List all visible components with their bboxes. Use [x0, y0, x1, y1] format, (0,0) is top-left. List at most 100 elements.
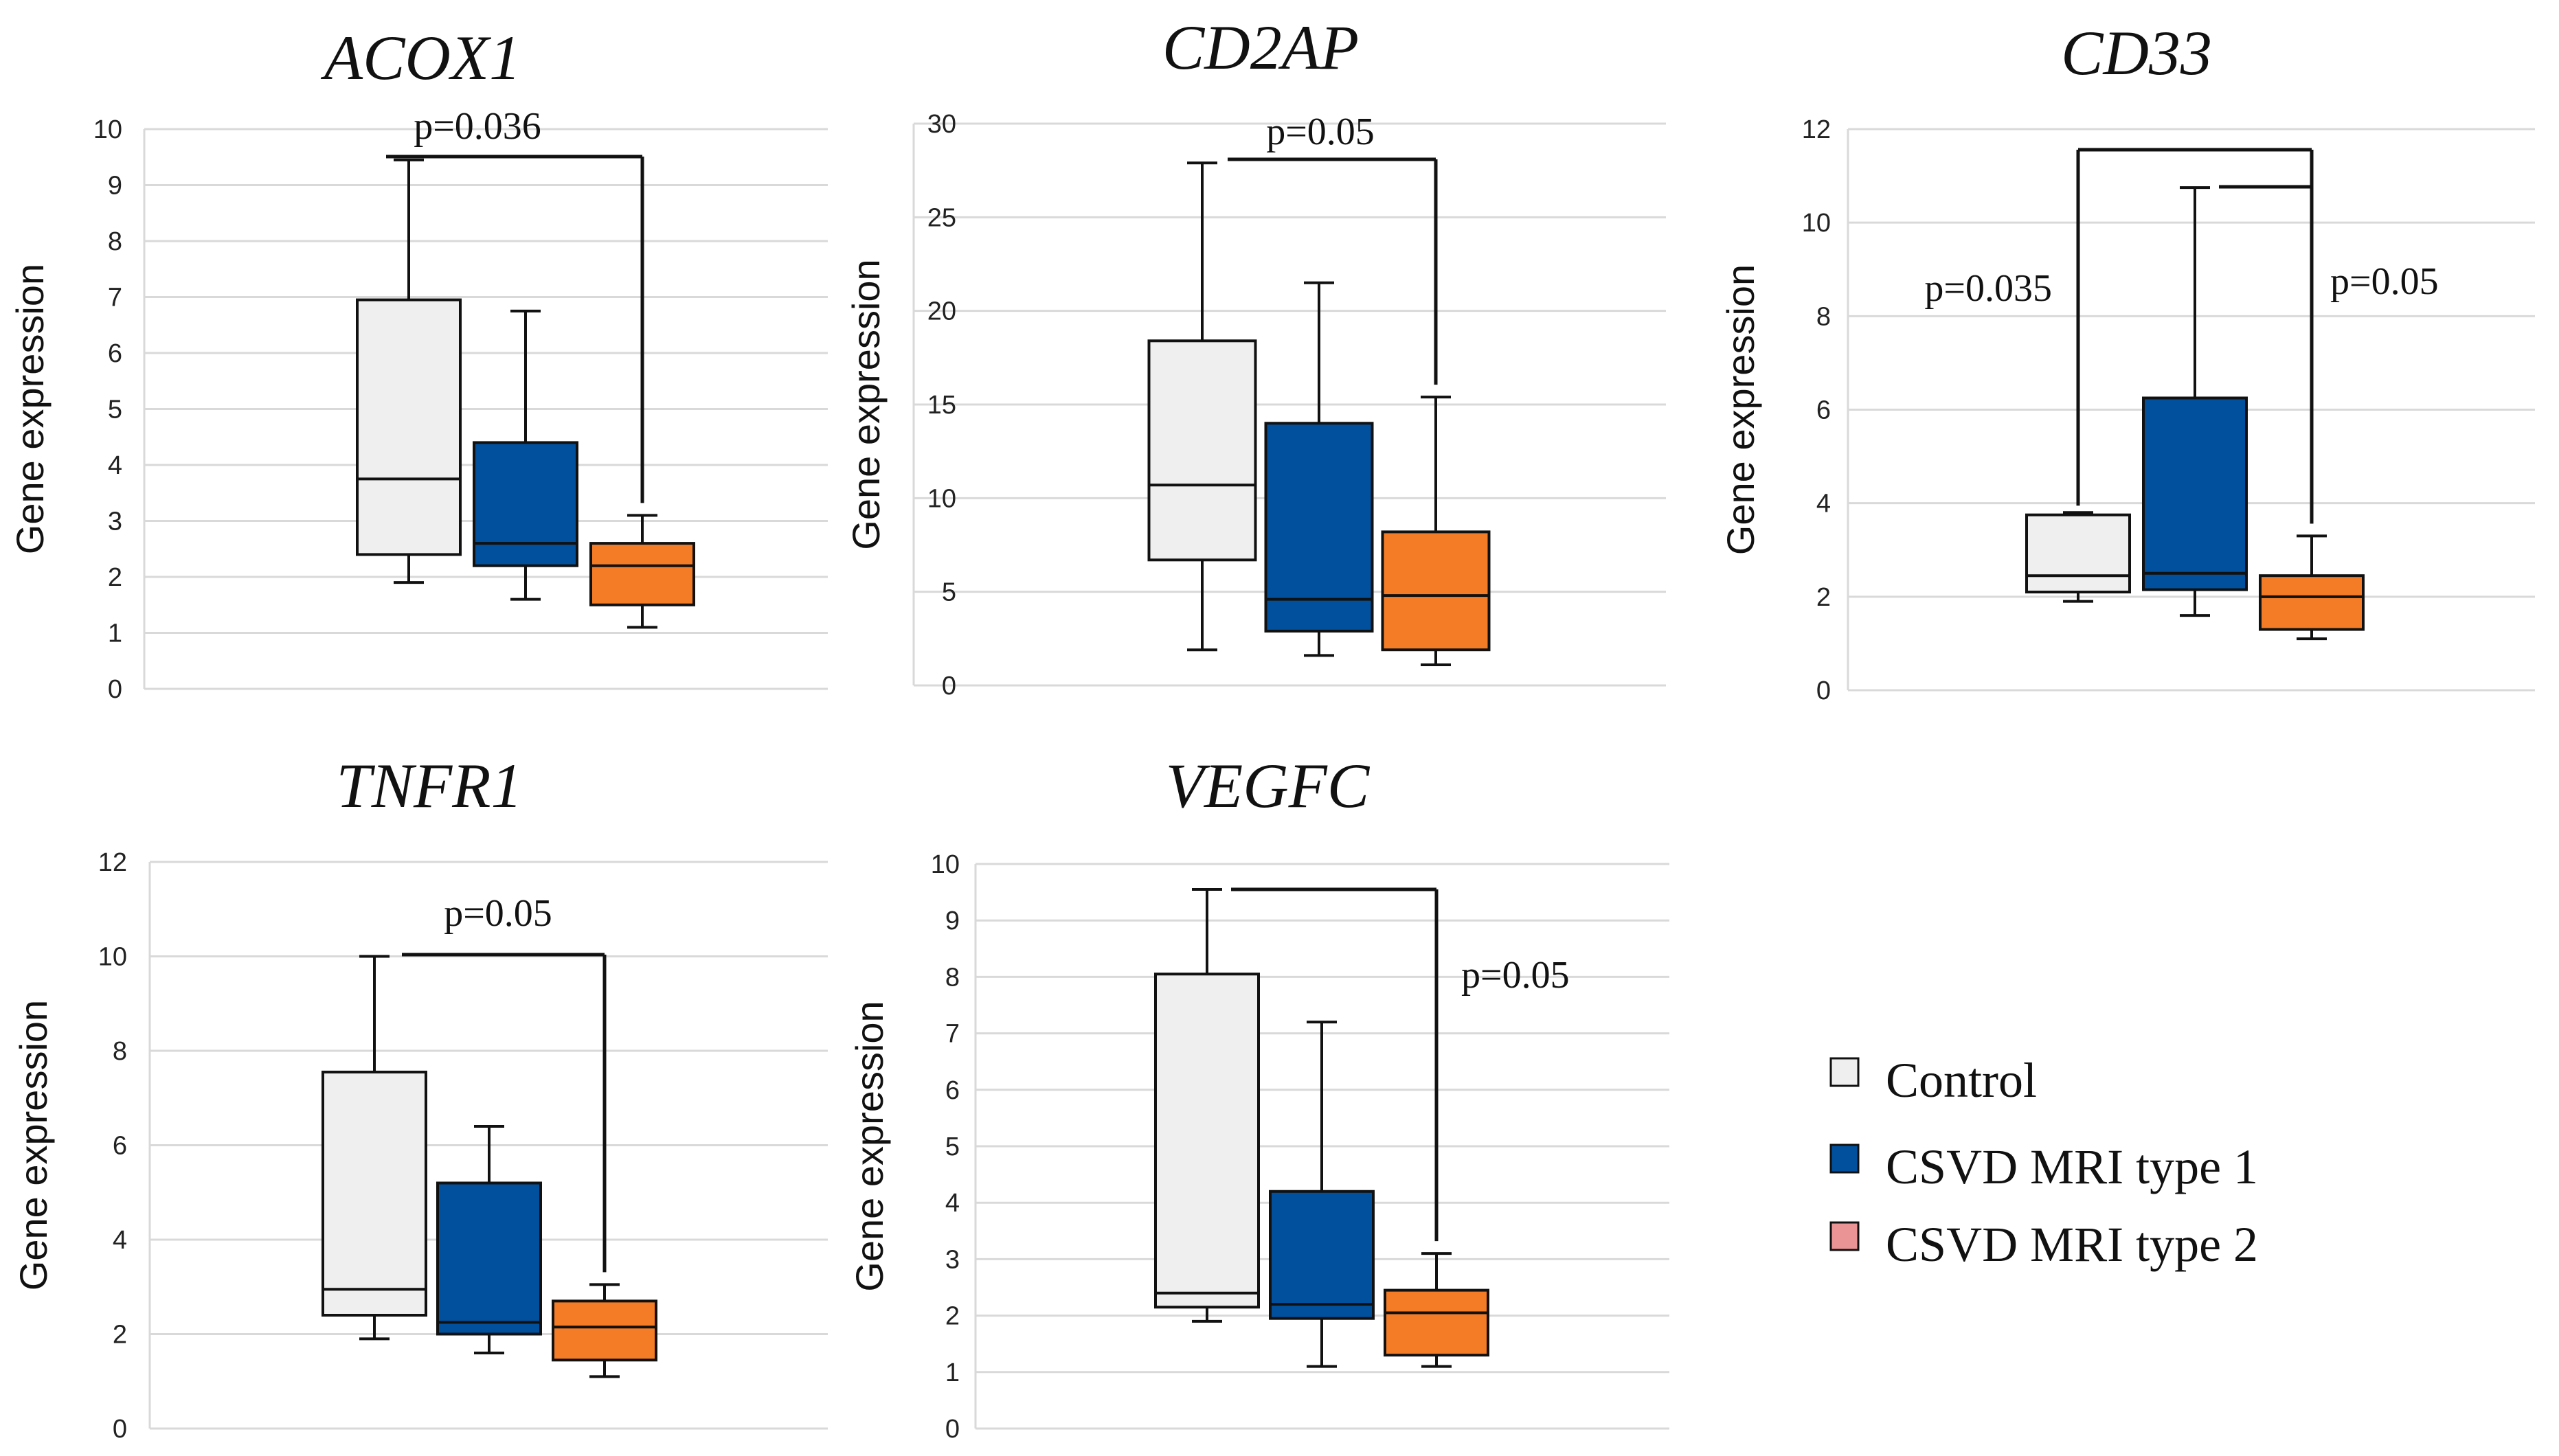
y-axis-label: Gene expression — [8, 264, 52, 554]
p-value-label: p=0.05 — [444, 892, 552, 935]
box-iqr — [1381, 530, 1491, 652]
y-tick-label: 10 — [98, 943, 127, 972]
panel-cd2ap: CD2AP Gene expression 0 5 10 15 20 25 30 p=0.05 — [844, 12, 1666, 701]
y-tick-label: 1 — [945, 1358, 960, 1387]
p-value-label: p=0.05 — [1266, 111, 1375, 153]
y-tick-label: 8 — [1816, 302, 1831, 331]
y-tick-label: 20 — [927, 297, 956, 326]
box-csvd-mri-type-2 — [552, 1283, 657, 1378]
box-csvd-mri-type-2 — [1381, 396, 1491, 667]
y-axis-label: Gene expression — [844, 259, 888, 549]
box-iqr — [1384, 1288, 1489, 1357]
y-tick-label: 3 — [945, 1245, 960, 1274]
y-tick-label: 4 — [108, 451, 122, 480]
y-tick-label: 0 — [945, 1415, 960, 1444]
box-control — [1154, 887, 1260, 1323]
box-csvd-mri-type-2 — [589, 514, 695, 629]
box-iqr — [1147, 339, 1257, 562]
panel-cd33: CD33 Gene expression 0 2 4 6 8 10 12 p=0.035 p=0.0… — [1719, 18, 2535, 705]
significance-bracket: p=0.05 — [2219, 185, 2439, 524]
y-tick-label: 6 — [1816, 396, 1831, 425]
y-tick-label: 9 — [945, 907, 960, 935]
box-csvd-mri-type-1 — [473, 309, 578, 601]
chart-title: CD2AP — [1162, 12, 1359, 82]
y-tick-label: 2 — [945, 1302, 960, 1331]
y-tick-label: 4 — [1816, 490, 1831, 519]
y-tick-label: 2 — [1816, 583, 1831, 612]
panel-vegfc: VEGFC Gene expression 0 1 2 3 4 5 6 7 8 9 10 p=0.05 — [848, 751, 1669, 1444]
p-value-label: p=0.035 — [1924, 267, 2052, 310]
y-tick-label: 7 — [108, 284, 122, 312]
box-iqr — [2259, 574, 2365, 631]
box-iqr — [2142, 396, 2248, 591]
chart-title: CD33 — [2061, 18, 2212, 88]
y-tick-label: 9 — [108, 172, 122, 201]
y-tick-label: 10 — [93, 115, 122, 144]
y-tick-label: 2 — [108, 563, 122, 592]
box-iqr — [1269, 1190, 1375, 1320]
y-tick-label: 10 — [927, 484, 956, 513]
y-tick-label: 6 — [108, 339, 122, 368]
y-tick-label: 5 — [945, 1133, 960, 1161]
legend-label-control: Control — [1886, 1053, 2037, 1108]
y-tick-label: 2 — [113, 1321, 127, 1350]
y-tick-label: 5 — [942, 578, 956, 607]
box-csvd-mri-type-2 — [1384, 1252, 1489, 1368]
y-tick-label: 12 — [98, 848, 127, 877]
y-tick-label: 12 — [1802, 115, 1831, 144]
legend-swatch-type1 — [1829, 1144, 1860, 1174]
box-iqr — [589, 542, 695, 606]
y-tick-label: 3 — [108, 508, 122, 536]
box-control — [322, 955, 427, 1341]
panel-acox1: ACOX1 Gene expression 0 1 2 3 4 5 6 7 8 9 10 p=0.036 — [8, 23, 828, 704]
y-tick-label: 7 — [945, 1020, 960, 1049]
significance-bracket: p=0.036 — [386, 105, 644, 503]
box-iqr — [356, 298, 462, 556]
p-value-label: p=0.036 — [414, 105, 541, 148]
y-tick-label: 4 — [113, 1226, 127, 1255]
box-csvd-mri-type-1 — [1264, 281, 1374, 657]
y-tick-label: 5 — [108, 396, 122, 424]
y-axis-label: Gene expression — [848, 1001, 891, 1291]
box-iqr — [436, 1181, 542, 1336]
legend: Control CSVD MRI type 1 CSVD MRI type 2 — [1829, 1053, 2258, 1272]
y-tick-label: 0 — [113, 1415, 127, 1444]
box-iqr — [322, 1070, 427, 1317]
y-tick-label: 8 — [113, 1037, 127, 1066]
box-iqr — [552, 1299, 657, 1362]
chart-title: VEGFC — [1166, 751, 1371, 821]
chart-title: ACOX1 — [320, 23, 521, 93]
box-csvd-mri-type-1 — [436, 1125, 542, 1354]
y-tick-label: 10 — [931, 850, 960, 879]
box-iqr — [1264, 422, 1374, 633]
box-control — [356, 158, 462, 584]
box-csvd-mri-type-1 — [2142, 186, 2248, 617]
significance-bracket: p=0.05 — [1228, 111, 1438, 385]
y-tick-label: 25 — [927, 203, 956, 232]
y-tick-label: 1 — [108, 619, 122, 648]
box-csvd-mri-type-1 — [1269, 1021, 1375, 1368]
y-tick-label: 0 — [108, 675, 122, 704]
y-tick-label: 8 — [945, 963, 960, 992]
box-iqr — [2025, 513, 2131, 594]
significance-bracket: p=0.035 — [1924, 148, 2314, 524]
y-axis-label: Gene expression — [1719, 264, 1762, 555]
y-tick-label: 8 — [108, 227, 122, 256]
legend-label-type1: CSVD MRI type 1 — [1886, 1139, 2258, 1194]
p-value-label: p=0.05 — [2330, 260, 2439, 303]
box-iqr — [1154, 972, 1260, 1309]
legend-swatch-type2 — [1829, 1221, 1860, 1251]
box-control — [1147, 161, 1257, 652]
box-csvd-mri-type-2 — [2259, 534, 2365, 641]
y-tick-label: 0 — [1816, 676, 1831, 705]
y-tick-label: 6 — [945, 1076, 960, 1105]
y-tick-label: 30 — [927, 110, 956, 139]
y-tick-label: 15 — [927, 391, 956, 420]
y-axis-label: Gene expression — [12, 1000, 55, 1290]
y-tick-label: 0 — [942, 672, 956, 701]
box-control — [2025, 511, 2131, 603]
panel-tnfr1: TNFR1 Gene expression 0 2 4 6 8 10 12 p=0.05 — [12, 751, 828, 1444]
significance-bracket: p=0.05 — [402, 892, 607, 1273]
